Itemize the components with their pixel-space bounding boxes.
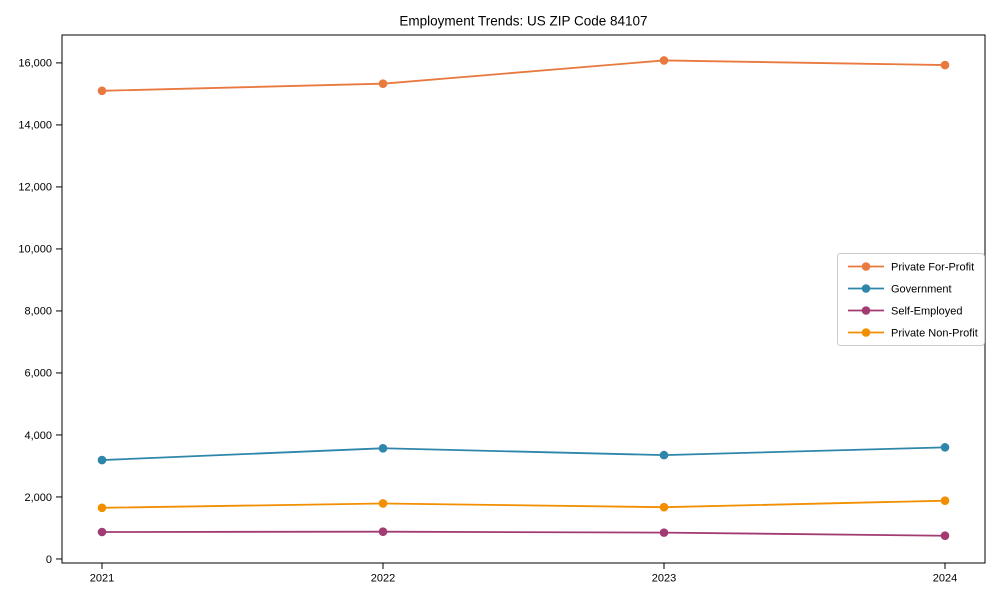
x-tick-label: 2024: [933, 573, 957, 585]
series-point-government: [97, 455, 107, 465]
series-point-private-non-profit: [659, 502, 669, 512]
legend-entry-private-non-profit: Private Non-Profit: [848, 327, 978, 339]
legend-label: Government: [891, 283, 952, 295]
series-point-government: [378, 443, 388, 453]
series-point-self-employed: [659, 528, 669, 537]
series-line-government: [101, 446, 946, 461]
legend-label: Private Non-Profit: [891, 327, 978, 339]
series-point-private-for-profit: [378, 79, 388, 88]
x-tick-label: 2022: [371, 573, 395, 585]
y-tick-label: 6,000: [24, 368, 52, 380]
plot-area: 0 2,000 4,000 6,000 8,000 10,000 12,000 14,000 1…: [18, 34, 986, 585]
series-point-private-non-profit: [940, 496, 950, 505]
legend-marker: [861, 328, 871, 337]
x-tick-label: 2023: [652, 573, 676, 585]
series-point-government: [659, 450, 669, 460]
series-point-private-for-profit: [940, 60, 950, 70]
series-line-private-for-profit: [101, 59, 946, 92]
legend-entry-self-employed: Self-Employed: [848, 305, 963, 317]
y-tick-label: 0: [46, 554, 52, 566]
series-line-self-employed: [101, 530, 946, 537]
series-point-self-employed: [378, 527, 388, 536]
series-point-private-non-profit: [378, 499, 388, 508]
y-tick-label: 12,000: [18, 182, 52, 194]
series-point-private-non-profit: [97, 503, 107, 513]
y-tick-label: 10,000: [18, 244, 52, 256]
legend-marker: [861, 306, 871, 315]
chart-title: Employment Trends: US ZIP Code 84107: [399, 14, 647, 29]
legend-entry-private-for-profit: Private For-Profit: [848, 261, 974, 273]
y-tick-label: 14,000: [18, 120, 52, 132]
y-tick-label: 8,000: [24, 306, 52, 318]
series-point-government: [940, 443, 950, 452]
legend-marker: [861, 262, 871, 271]
series-point-private-for-profit: [659, 56, 669, 65]
legend-label: Private For-Profit: [891, 261, 974, 273]
y-tick-label: 4,000: [24, 430, 52, 442]
legend-marker: [861, 284, 871, 293]
series-point-self-employed: [940, 531, 950, 541]
legend: Private For-Profit Government Self-Employe…: [837, 253, 985, 346]
series-point-private-for-profit: [97, 86, 107, 96]
legend-label: Self-Employed: [891, 305, 963, 317]
x-tick-label: 2021: [90, 573, 114, 585]
series-point-self-employed: [97, 527, 107, 537]
y-tick-label: 16,000: [18, 58, 52, 70]
series-line-private-non-profit: [101, 499, 946, 509]
legend-box: [837, 253, 985, 346]
y-tick-label: 2,000: [24, 492, 52, 504]
legend-entry-government: Government: [848, 283, 952, 295]
